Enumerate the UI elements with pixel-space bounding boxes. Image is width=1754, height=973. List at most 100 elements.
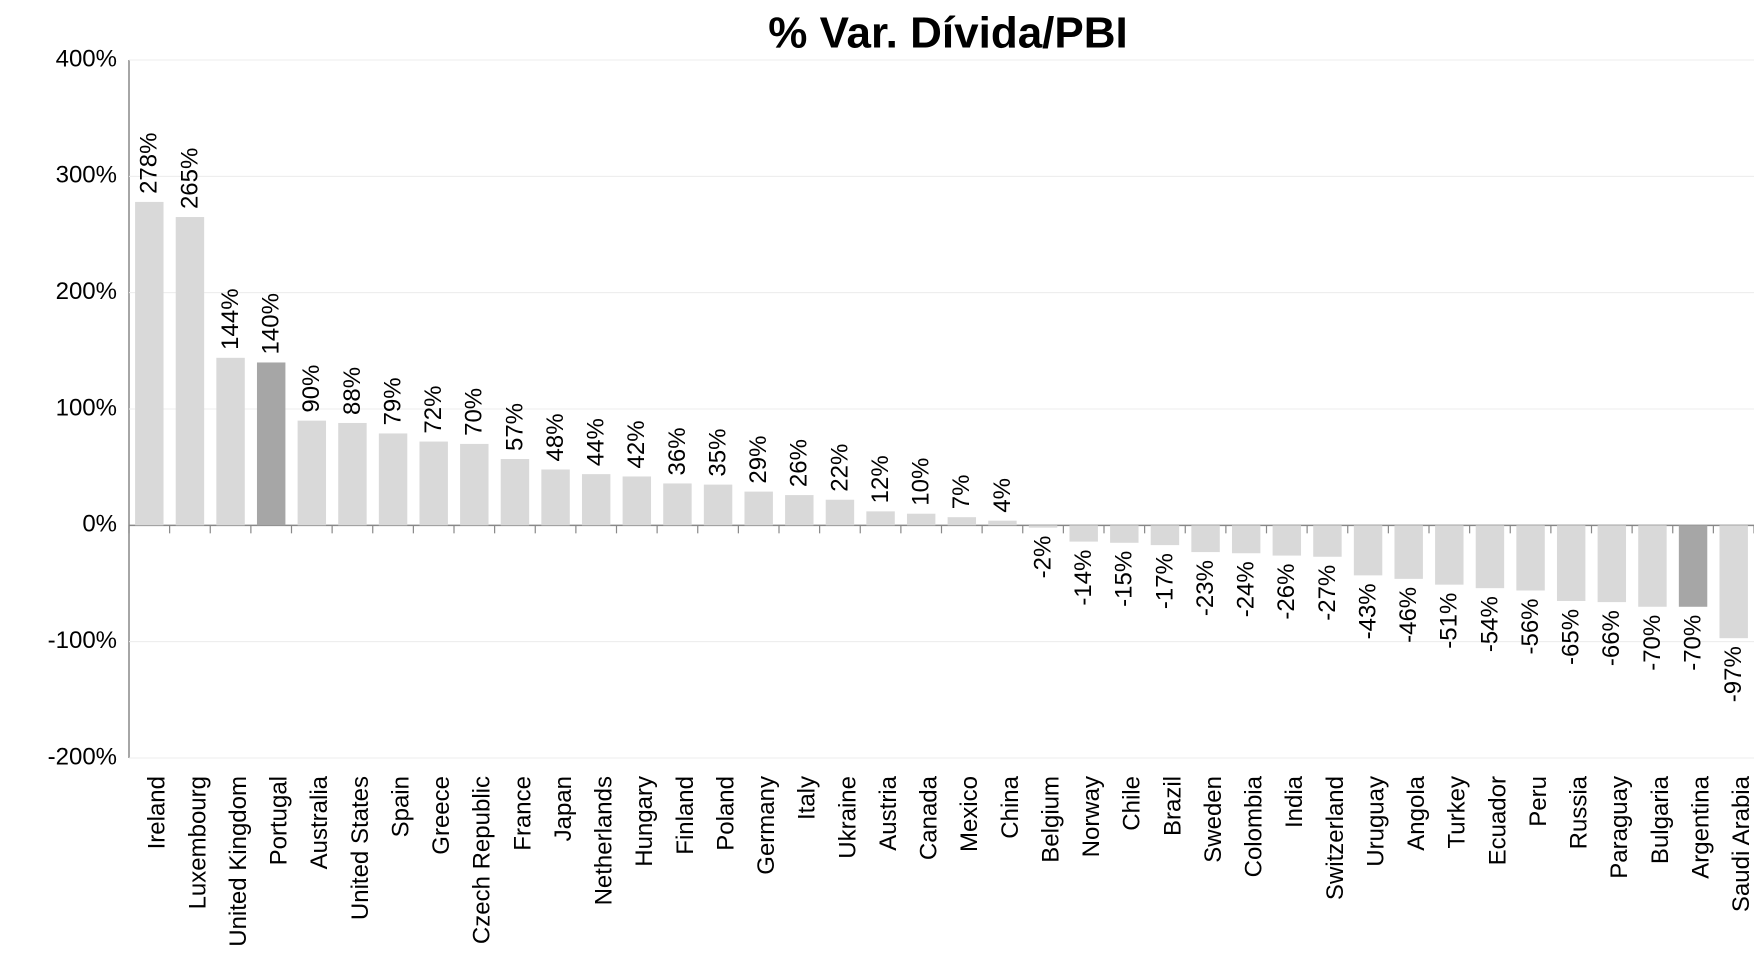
x-tick-label: Japan xyxy=(550,776,577,841)
bar xyxy=(1638,525,1667,607)
value-label: 140% xyxy=(258,293,285,354)
bar xyxy=(988,520,1017,526)
bar xyxy=(1353,525,1383,576)
value-label: 48% xyxy=(542,413,569,461)
bar xyxy=(866,511,895,526)
value-label: -70% xyxy=(1679,615,1706,671)
bar xyxy=(541,469,570,526)
x-tick-label: Colombia xyxy=(1241,775,1268,877)
bar xyxy=(216,357,245,526)
value-label: 36% xyxy=(664,427,691,475)
x-tick-label: Peru xyxy=(1525,776,1552,827)
x-tick-label: France xyxy=(509,776,536,851)
bar xyxy=(297,420,327,526)
bar xyxy=(1272,525,1302,556)
x-tick-label: Angola xyxy=(1403,775,1430,850)
bar xyxy=(1597,525,1627,603)
x-tick-label: Switzerland xyxy=(1322,776,1349,900)
x-tick-label: India xyxy=(1281,775,1308,828)
bar xyxy=(378,433,408,526)
x-tick-label: Canada xyxy=(916,775,943,860)
x-tick-label: Poland xyxy=(712,776,739,851)
value-label: 44% xyxy=(583,418,610,466)
x-tick-label: United States xyxy=(347,776,374,920)
x-tick-label: Hungary xyxy=(631,776,658,867)
value-label: -27% xyxy=(1314,565,1341,621)
bar xyxy=(1394,525,1423,579)
x-tick-label: Portugal xyxy=(266,776,293,865)
value-label: -65% xyxy=(1558,609,1585,665)
x-tick-label: Spain xyxy=(387,776,414,837)
bar xyxy=(703,484,733,526)
value-label: 88% xyxy=(339,367,366,415)
bar xyxy=(135,201,164,526)
value-label: 12% xyxy=(867,455,894,503)
value-label: 26% xyxy=(786,439,813,487)
value-label: 265% xyxy=(176,148,203,209)
value-label: -23% xyxy=(1192,560,1219,616)
value-label: -43% xyxy=(1354,583,1381,639)
value-label: 144% xyxy=(217,288,244,349)
x-tick-label: Norway xyxy=(1078,776,1105,857)
x-tick-label: Germany xyxy=(753,776,780,875)
x-tick-label: Argentina xyxy=(1687,775,1714,878)
y-tick-label: 200% xyxy=(56,278,117,305)
value-label: -24% xyxy=(1233,561,1260,617)
bar xyxy=(1150,525,1180,546)
bar xyxy=(419,441,448,526)
x-tick-label: Mexico xyxy=(956,776,983,852)
x-tick-label: Bulgaria xyxy=(1647,775,1674,864)
bar xyxy=(906,513,936,526)
value-label: -2% xyxy=(1029,536,1056,579)
bar xyxy=(1475,525,1505,589)
value-label: -70% xyxy=(1639,615,1666,671)
bar xyxy=(1678,525,1708,607)
value-label: 70% xyxy=(461,388,488,436)
bar xyxy=(1110,525,1139,543)
value-label: 7% xyxy=(948,475,975,510)
y-tick-label: -100% xyxy=(48,627,117,654)
x-tick-label: China xyxy=(997,775,1024,838)
x-tick-label: Chile xyxy=(1119,776,1146,831)
x-tick-label: Uruguay xyxy=(1362,776,1389,867)
value-label: -14% xyxy=(1070,550,1097,606)
value-label: -54% xyxy=(1476,596,1503,652)
x-tick-label: Greece xyxy=(428,776,455,855)
x-tick-label: Russia xyxy=(1566,775,1593,849)
value-label: -15% xyxy=(1111,551,1138,607)
value-label: 4% xyxy=(989,478,1016,513)
bar xyxy=(1435,525,1464,585)
bar xyxy=(500,459,530,526)
bar xyxy=(947,517,977,526)
value-label: 42% xyxy=(623,420,650,468)
value-label: -56% xyxy=(1517,598,1544,654)
x-tick-label: Australia xyxy=(306,775,333,869)
y-tick-label: 300% xyxy=(56,162,117,189)
value-label: -17% xyxy=(1151,553,1178,609)
value-label: 278% xyxy=(136,133,163,194)
bar xyxy=(1313,525,1342,557)
x-tick-label: Ukraine xyxy=(834,776,861,859)
bar xyxy=(744,491,773,526)
bar xyxy=(663,483,692,526)
value-label: -26% xyxy=(1273,564,1300,620)
x-tick-label: Ecuador xyxy=(1484,776,1511,865)
value-label: 90% xyxy=(298,365,325,413)
x-tick-label: Czech Republic xyxy=(469,776,496,944)
y-tick-label: -200% xyxy=(48,743,117,770)
bar xyxy=(1719,525,1748,639)
x-tick-label: Netherlands xyxy=(591,776,618,905)
bar xyxy=(1028,525,1058,528)
x-tick-label: Austria xyxy=(875,775,902,850)
bar xyxy=(785,495,814,526)
value-label: -46% xyxy=(1395,587,1422,643)
value-label: 22% xyxy=(826,444,853,492)
bar xyxy=(1231,525,1261,554)
x-tick-label: Belgium xyxy=(1037,776,1064,863)
x-tick-label: Turkey xyxy=(1444,776,1471,848)
x-tick-label: Paraguay xyxy=(1606,776,1633,879)
value-label: 10% xyxy=(908,458,935,506)
bar xyxy=(338,422,367,526)
bar xyxy=(256,362,286,526)
